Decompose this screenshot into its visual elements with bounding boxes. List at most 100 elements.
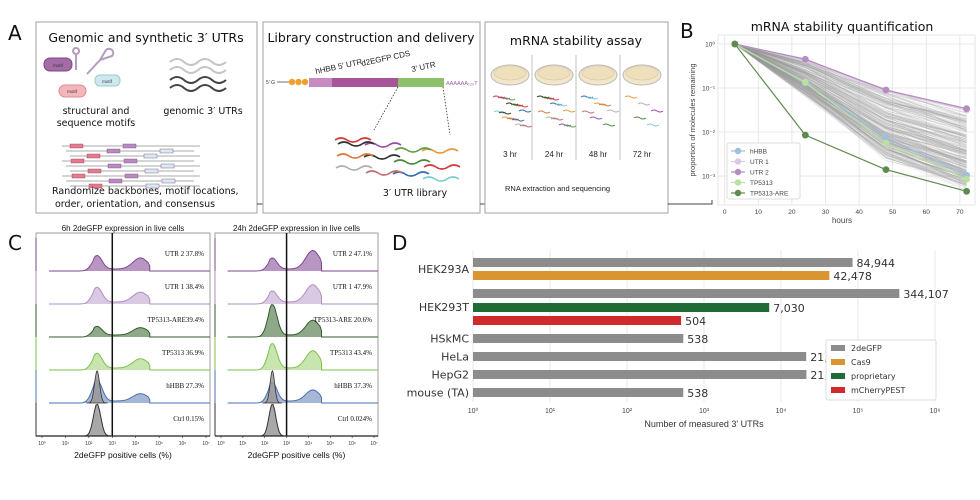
background-trace	[734, 43, 967, 147]
x-tick-label: 10¹	[239, 441, 247, 447]
background-trace	[734, 43, 967, 185]
background-trace	[734, 43, 967, 135]
background-trace	[734, 43, 967, 152]
background-trace	[734, 43, 967, 164]
background-trace	[734, 43, 967, 117]
background-trace	[734, 43, 967, 137]
background-trace	[734, 43, 967, 167]
background-trace	[734, 43, 967, 186]
background-trace	[734, 43, 967, 153]
mrna-squiggle	[515, 104, 529, 108]
motif-block	[124, 173, 139, 179]
utr-library-squiggles	[334, 137, 461, 182]
data-point	[882, 139, 890, 147]
x-tick-label: 50	[889, 209, 897, 216]
histogram-row-label: UTR 2 47.1%	[333, 250, 372, 258]
background-trace	[734, 43, 967, 127]
legend-label: proprietary	[851, 372, 896, 381]
background-trace	[734, 43, 967, 172]
data-point	[963, 105, 971, 113]
motif-block	[160, 163, 175, 169]
histogram-row: TP5313 36.9%	[35, 337, 210, 371]
panel-label-c: C	[8, 231, 22, 255]
x-tick-label: 10²	[261, 441, 269, 447]
background-trace	[734, 43, 967, 131]
x-tick-label: 10¹	[62, 441, 70, 447]
background-trace	[734, 43, 967, 142]
background-trace	[734, 43, 967, 177]
background-trace	[734, 43, 967, 138]
background-trace	[734, 43, 967, 141]
motif-label: motif	[53, 63, 64, 68]
motif-label: motif	[67, 89, 78, 94]
chart-b-title: mRNA stability quantification	[751, 19, 934, 34]
timepoint-label: 24 hr	[545, 150, 564, 159]
motif-block	[159, 148, 174, 154]
background-trace	[734, 43, 967, 143]
background-trace	[734, 43, 967, 158]
background-trace	[734, 43, 967, 181]
mrna-squiggle	[498, 111, 512, 115]
bar-value-label: 344,107	[903, 288, 949, 301]
motif-block	[70, 158, 85, 164]
background-trace	[734, 43, 967, 184]
legend-label: TP5313-ARE	[750, 191, 789, 198]
background-trace	[734, 43, 967, 179]
culture-dish-icon	[493, 65, 527, 81]
randomize-caption-2: order, orientation, and consensus	[55, 199, 215, 210]
background-trace	[734, 43, 967, 155]
background-trace	[734, 43, 967, 170]
background-trace	[734, 43, 967, 177]
bar-value-label: 7,030	[773, 302, 805, 315]
mrna-squiggle	[633, 116, 647, 120]
x-tick-label: 10⁰	[217, 441, 225, 447]
bar-hskmc-2degfp	[473, 334, 684, 343]
background-trace	[734, 43, 967, 173]
category-label: HEK293A	[418, 263, 469, 276]
bar-hek293t-2degfp	[473, 289, 900, 298]
legend-swatch	[831, 373, 845, 379]
background-trace	[734, 43, 967, 185]
legend-swatch	[831, 359, 845, 365]
background-trace	[734, 43, 967, 152]
panel-a-box-3: mRNA stability assay 3 hr 24 hr 48 hr 72 hr…	[484, 21, 669, 214]
bar-hek293t-proprietary	[473, 303, 770, 312]
background-trace	[734, 43, 967, 148]
panel-a-box-1: Genomic and synthetic 3′ UTRs motif moti…	[35, 21, 258, 214]
histogram-fill	[227, 284, 378, 304]
chart-b-ticks: 0 10 20 30 40 50 60 70 10⁰ 10⁻¹ 10⁻² 10⁻³	[702, 40, 964, 216]
background-trace	[734, 43, 967, 137]
background-trace	[734, 43, 967, 129]
background-trace	[734, 43, 967, 173]
background-trace	[734, 43, 967, 147]
mrna-squiggle	[546, 97, 560, 101]
background-trace	[734, 43, 967, 140]
background-trace	[734, 43, 967, 131]
background-trace	[734, 43, 967, 166]
data-point	[731, 40, 739, 48]
background-trace	[734, 43, 967, 166]
data-point	[963, 175, 971, 183]
background-trace	[734, 43, 967, 150]
background-trace	[734, 43, 967, 131]
histogram-row-label: Ctrl 0.024%	[338, 415, 372, 423]
background-trace	[734, 43, 967, 166]
background-trace	[734, 43, 967, 155]
background-trace	[734, 43, 967, 174]
background-trace	[734, 43, 967, 186]
background-trace	[734, 43, 967, 122]
background-trace	[734, 43, 967, 188]
legend-marker	[734, 147, 742, 155]
background-trace	[734, 43, 967, 137]
legend-label: 2deGFP	[851, 344, 882, 353]
background-trace	[734, 43, 967, 182]
histogram-row: hHBB 37.3%	[214, 369, 378, 404]
background-trace	[734, 43, 967, 151]
background-trace	[734, 43, 967, 120]
background-trace	[734, 43, 967, 187]
background-trace	[734, 43, 967, 182]
background-trace	[734, 43, 967, 152]
utr-squiggle	[337, 141, 375, 147]
histogram-outline	[227, 249, 378, 272]
background-trace	[734, 43, 967, 127]
